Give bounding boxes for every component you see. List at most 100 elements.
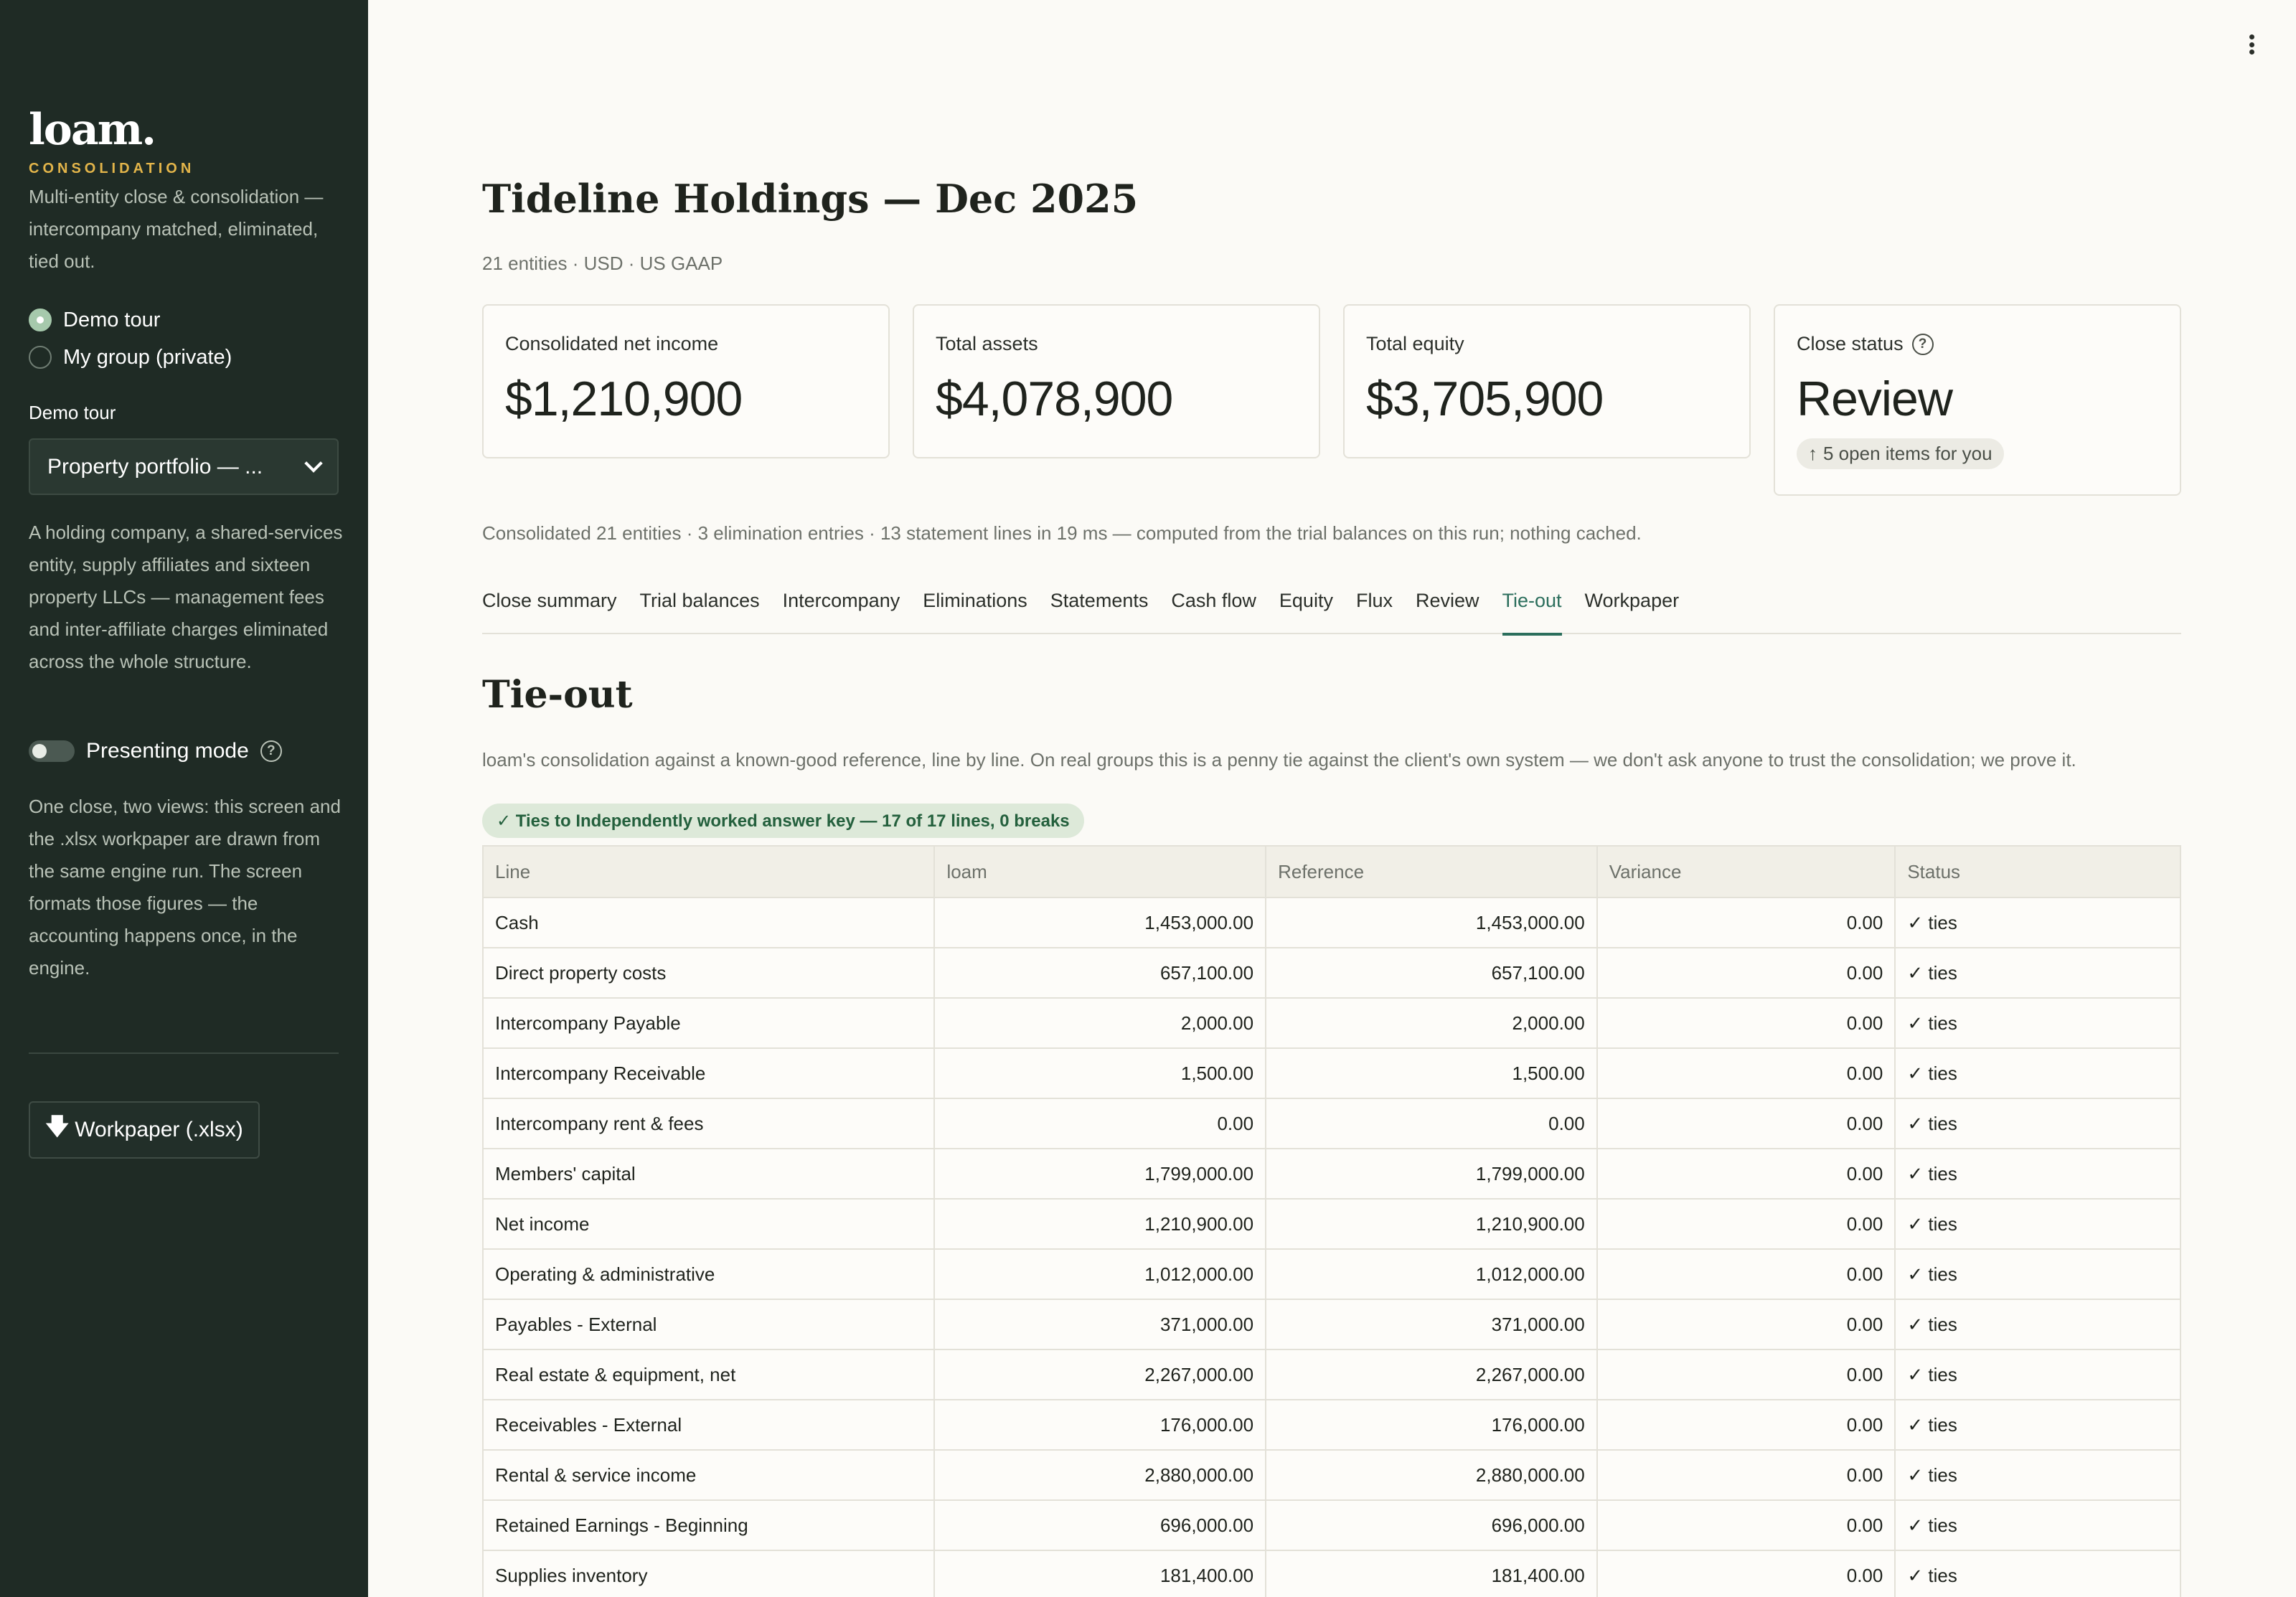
- tab-flux[interactable]: Flux: [1355, 590, 1393, 611]
- line-cell: Members' capital: [481, 1148, 936, 1200]
- reference-value-cell: 2,267,000.00: [1265, 1349, 1598, 1400]
- table-row: Receivables - External 176,000.00 176,000.…: [481, 1399, 2181, 1451]
- open-items-label: 5 open items for you: [1823, 443, 1992, 464]
- column-header-variance[interactable]: Variance: [1596, 845, 1896, 898]
- line-cell: Supplies inventory: [481, 1550, 936, 1597]
- tab-close-summary[interactable]: Close summary: [482, 590, 617, 611]
- tab-tie-out[interactable]: Tie-out: [1502, 585, 1562, 636]
- column-header-reference[interactable]: Reference: [1265, 845, 1598, 898]
- presenting-mode-toggle-row: Presenting mode ?: [29, 735, 282, 768]
- kpi-card-total-equity: Total equity $3,705,900: [1343, 304, 1751, 458]
- line-cell: Cash: [481, 897, 936, 948]
- tour-select-value: Property portfolio — ...: [47, 454, 263, 479]
- tab-statements[interactable]: Statements: [1050, 590, 1149, 611]
- tab-equity[interactable]: Equity: [1279, 590, 1333, 611]
- tab-review[interactable]: Review: [1415, 590, 1479, 611]
- reference-value-cell: 1,012,000.00: [1265, 1248, 1598, 1300]
- page-subtitle: 21 entities · USD · US GAAP: [482, 253, 723, 274]
- kpi-label: Consolidated net income: [505, 333, 719, 354]
- reference-value-cell: 657,100.00: [1265, 947, 1598, 999]
- download-workpaper-button[interactable]: 🡇 Workpaper (.xlsx): [29, 1101, 260, 1159]
- kpi-value: $3,705,900: [1366, 372, 1604, 426]
- kpi-label-row: Close status ?: [1797, 333, 2158, 355]
- status-cell: ✓ ties: [1894, 1148, 2181, 1200]
- line-cell: Rental & service income: [481, 1449, 936, 1501]
- presenting-mode-toggle[interactable]: [29, 740, 75, 762]
- table-row: Retained Earnings - Beginning 696,000.00 6…: [481, 1499, 2181, 1551]
- loam-value-cell: 1,453,000.00: [933, 897, 1267, 948]
- kpi-label: Total assets: [936, 333, 1038, 354]
- status-cell: ✓ ties: [1894, 1098, 2181, 1149]
- variance-cell: 0.00: [1596, 1550, 1896, 1597]
- kpi-card-total-assets: Total assets $4,078,900: [913, 304, 1320, 458]
- status-cell: ✓ ties: [1894, 1299, 2181, 1350]
- line-cell: Intercompany Payable: [481, 997, 936, 1049]
- tab-workpaper[interactable]: Workpaper: [1584, 590, 1680, 611]
- mode-option-demo-tour[interactable]: Demo tour: [29, 304, 160, 336]
- help-icon[interactable]: ?: [1911, 333, 1934, 355]
- table-row: Intercompany Receivable 1,500.00 1,500.00 0…: [481, 1047, 2181, 1099]
- tour-select[interactable]: Property portfolio — ...: [29, 438, 339, 495]
- kpi-label: Total equity: [1366, 333, 1464, 354]
- loam-value-cell: 176,000.00: [933, 1399, 1267, 1451]
- chevron-down-icon: [304, 453, 323, 473]
- loam-value-cell: 2,880,000.00: [933, 1449, 1267, 1501]
- table-row: Intercompany Payable 2,000.00 2,000.00 0.00…: [481, 997, 2181, 1049]
- tab-trial-balances[interactable]: Trial balances: [639, 590, 760, 611]
- line-cell: Real estate & equipment, net: [481, 1349, 936, 1400]
- table-row: Payables - External 371,000.00 371,000.00 0…: [481, 1299, 2181, 1350]
- column-header-loam[interactable]: loam: [933, 845, 1267, 898]
- app-tagline: Multi-entity close & consolidation — int…: [29, 186, 324, 272]
- status-cell: ✓ ties: [1894, 947, 2181, 999]
- reference-value-cell: 181,400.00: [1265, 1550, 1598, 1597]
- tab-cash-flow[interactable]: Cash flow: [1171, 590, 1256, 611]
- run-metadata: Consolidated 21 entities · 3 elimination…: [482, 522, 1642, 544]
- variance-cell: 0.00: [1596, 997, 1896, 1049]
- tie-out-table: Line loam Reference Variance Status Cash…: [481, 845, 2181, 1597]
- reference-value-cell: 2,880,000.00: [1265, 1449, 1598, 1501]
- download-icon: 🡇: [45, 1113, 70, 1139]
- line-cell: Retained Earnings - Beginning: [481, 1499, 936, 1551]
- kpi-value: Review: [1797, 372, 1953, 426]
- line-cell: Operating & administrative: [481, 1248, 936, 1300]
- mode-option-label: My group (private): [63, 345, 232, 369]
- reference-value-cell: 2,000.00: [1265, 997, 1598, 1049]
- sidebar: loam. CONSOLIDATION Multi-entity close &…: [0, 0, 368, 1597]
- status-cell: ✓ ties: [1894, 1198, 2181, 1250]
- loam-value-cell: 1,799,000.00: [933, 1148, 1267, 1200]
- tab-bar: Close summary Trial balances Intercompan…: [482, 585, 2181, 636]
- status-cell: ✓ ties: [1894, 1047, 2181, 1099]
- variance-cell: 0.00: [1596, 1399, 1896, 1451]
- tab-eliminations[interactable]: Eliminations: [923, 590, 1027, 611]
- loam-value-cell: 181,400.00: [933, 1550, 1267, 1597]
- open-items-badge[interactable]: ↑ 5 open items for you: [1797, 438, 2004, 469]
- column-header-line[interactable]: Line: [481, 845, 936, 898]
- radio-unselected-icon[interactable]: [29, 346, 52, 369]
- variance-cell: 0.00: [1596, 1148, 1896, 1200]
- section-heading: Tie-out: [482, 673, 633, 717]
- section-description: loam's consolidation against a known-goo…: [482, 749, 2076, 771]
- more-options-icon[interactable]: [2243, 32, 2260, 57]
- loam-value-cell: 1,012,000.00: [933, 1248, 1267, 1300]
- variance-cell: 0.00: [1596, 897, 1896, 948]
- sidebar-divider: [29, 1052, 339, 1054]
- line-cell: Receivables - External: [481, 1399, 936, 1451]
- status-cell: ✓ ties: [1894, 1550, 2181, 1597]
- table-row: Rental & service income 2,880,000.00 2,880…: [481, 1449, 2181, 1501]
- loam-value-cell: 2,000.00: [933, 997, 1267, 1049]
- table-row: Intercompany rent & fees 0.00 0.00 0.00 ✓ ti…: [481, 1098, 2181, 1149]
- radio-selected-icon[interactable]: [29, 308, 52, 331]
- help-icon[interactable]: ?: [260, 740, 282, 762]
- tour-description: A holding company, a shared-services ent…: [29, 522, 343, 672]
- line-cell: Intercompany Receivable: [481, 1047, 936, 1099]
- presenting-mode-label: Presenting mode: [86, 739, 249, 763]
- mode-option-my-group[interactable]: My group (private): [29, 341, 232, 373]
- status-cell: ✓ ties: [1894, 1399, 2181, 1451]
- tab-intercompany[interactable]: Intercompany: [782, 590, 900, 611]
- table-row: Direct property costs 657,100.00 657,100.0…: [481, 947, 2181, 999]
- reference-value-cell: 1,453,000.00: [1265, 897, 1598, 948]
- table-row: Operating & administrative 1,012,000.00 1,…: [481, 1248, 2181, 1300]
- loam-value-cell: 371,000.00: [933, 1299, 1267, 1350]
- column-header-status[interactable]: Status: [1894, 845, 2181, 898]
- reference-value-cell: 1,500.00: [1265, 1047, 1598, 1099]
